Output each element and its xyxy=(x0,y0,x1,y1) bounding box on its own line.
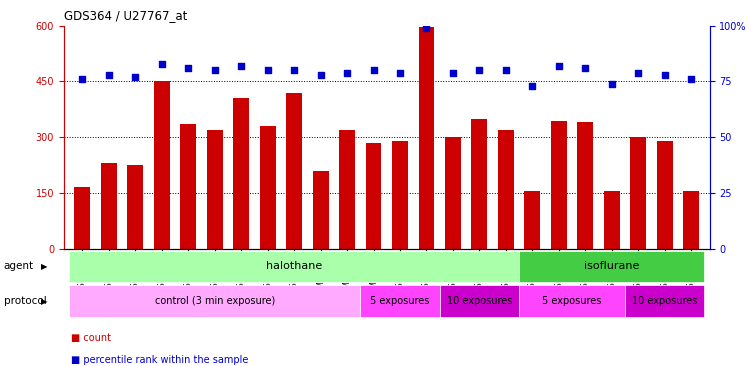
Bar xyxy=(101,163,116,249)
Text: 5 exposures: 5 exposures xyxy=(542,296,602,306)
Bar xyxy=(260,126,276,249)
Bar xyxy=(154,82,170,249)
Bar xyxy=(625,285,704,317)
Point xyxy=(235,63,247,69)
Text: GDS364 / U27767_at: GDS364 / U27767_at xyxy=(64,9,187,22)
Bar xyxy=(445,137,461,249)
Point xyxy=(632,70,644,75)
Bar xyxy=(312,171,328,249)
Point xyxy=(103,72,115,78)
Point xyxy=(421,25,433,31)
Bar xyxy=(418,27,434,249)
Point xyxy=(473,67,485,73)
Bar xyxy=(234,98,249,249)
Bar xyxy=(519,251,704,282)
Text: ■ count: ■ count xyxy=(71,333,111,343)
Bar xyxy=(519,285,625,317)
Bar xyxy=(439,285,519,317)
Point xyxy=(288,67,300,73)
Bar xyxy=(286,93,302,249)
Bar xyxy=(551,120,567,249)
Bar xyxy=(578,122,593,249)
Text: protocol: protocol xyxy=(4,296,47,306)
Point xyxy=(553,63,565,69)
Text: isoflurane: isoflurane xyxy=(584,261,639,271)
Text: 5 exposures: 5 exposures xyxy=(370,296,430,306)
Point xyxy=(526,83,538,89)
Point xyxy=(315,72,327,78)
Text: agent: agent xyxy=(4,261,34,271)
Point xyxy=(685,76,697,82)
Bar xyxy=(498,130,514,249)
Text: halothane: halothane xyxy=(266,261,322,271)
Point xyxy=(341,70,353,75)
Point xyxy=(579,65,591,71)
Point xyxy=(500,67,512,73)
Text: 10 exposures: 10 exposures xyxy=(447,296,512,306)
Bar xyxy=(630,137,646,249)
Point xyxy=(182,65,195,71)
Text: 10 exposures: 10 exposures xyxy=(632,296,698,306)
Bar xyxy=(366,143,382,249)
Bar xyxy=(339,130,355,249)
Point xyxy=(659,72,671,78)
Text: control (3 min exposure): control (3 min exposure) xyxy=(155,296,275,306)
Bar xyxy=(74,187,90,249)
Point xyxy=(606,81,618,87)
Bar xyxy=(69,285,360,317)
Bar xyxy=(207,130,222,249)
Point xyxy=(77,76,89,82)
Bar xyxy=(604,191,620,249)
Bar xyxy=(524,191,540,249)
Bar xyxy=(180,124,196,249)
Bar xyxy=(472,119,487,249)
Bar xyxy=(69,251,519,282)
Text: ■ percentile rank within the sample: ■ percentile rank within the sample xyxy=(71,355,249,365)
Point xyxy=(155,61,167,67)
Point xyxy=(261,67,273,73)
Bar xyxy=(392,141,408,249)
Bar xyxy=(657,141,673,249)
Point xyxy=(394,70,406,75)
Point xyxy=(447,70,459,75)
Bar xyxy=(683,191,699,249)
Text: ▶: ▶ xyxy=(41,296,47,306)
Point xyxy=(367,67,379,73)
Point xyxy=(129,74,141,80)
Bar xyxy=(360,285,439,317)
Point xyxy=(209,67,221,73)
Bar xyxy=(128,165,143,249)
Text: ▶: ▶ xyxy=(41,262,47,271)
